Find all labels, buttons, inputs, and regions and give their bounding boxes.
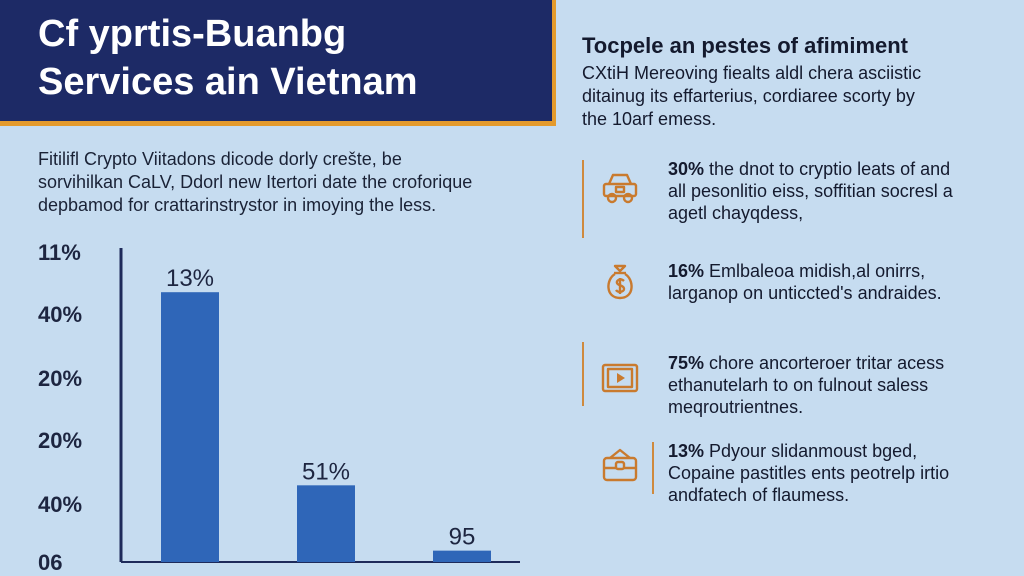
stat-item: 16% Emlbaleoa midish,al onirrs, larganop…: [582, 261, 1002, 342]
y-tick-label: 20%: [38, 366, 82, 391]
y-tick-label: 20%: [38, 428, 82, 453]
stat-item: 75% chore ancorteroer tritar acess ethan…: [582, 342, 1002, 434]
intro-line: sorvihilkan CaLV, Ddorl new Itertori dat…: [38, 172, 473, 192]
stat-text: 16% Emlbaleoa midish,al onirrs, larganop…: [668, 260, 1008, 304]
bar: [433, 550, 491, 562]
stat-text: 75% chore ancorteroer tritar acess ethan…: [668, 352, 1008, 418]
stat-divider: [582, 342, 584, 406]
bar: [297, 485, 355, 562]
stat-text: 30% the dnot to cryptio leats of and all…: [668, 158, 1008, 224]
stat-line: all pesonlitio eiss, soffitian socresl a: [668, 181, 953, 201]
stat-line: ethanutelarh to on fulnout saless: [668, 375, 929, 395]
page-title-line-2: Services ain Vietnam: [38, 61, 418, 103]
y-tick-label: 06: [38, 550, 62, 575]
stat-line: Emlbaleoa midish,al onirrs,: [704, 261, 926, 281]
money-bag-icon: [607, 264, 633, 300]
bar-value-label: 51%: [302, 458, 350, 485]
bar-chart: 11% 40% 20% 20% 40% 06 13% 51% 95: [38, 240, 520, 575]
stat-divider: [582, 160, 584, 238]
stat-percent: 13%: [668, 441, 705, 461]
page-title-line-1: Cf yprtis-Buanbg: [38, 13, 347, 55]
sidebar-intro-line: ditainug its effarterius, cordiaree scor…: [582, 86, 915, 106]
stat-line: larganop on unticcted's andraides.: [668, 283, 942, 303]
stat-percent: 30%: [668, 159, 705, 179]
stat-text: 13% Pdyour slidanmoust bged, Copaine pas…: [668, 440, 1008, 506]
stat-percent: 75%: [668, 353, 705, 373]
stat-line: Copaine pastitles ents peotrelp irtio: [668, 463, 950, 483]
stat-line: meqroutrientnes.: [668, 397, 804, 417]
intro-paragraph: Fitilifl Crypto Viitadons dicode dorly c…: [38, 148, 528, 217]
sidebar-intro: CXtiH Mereoving fiealts aldl chera ascii…: [582, 62, 1002, 131]
video-screen-icon: [601, 363, 639, 393]
stat-item: 30% the dnot to cryptio leats of and all…: [582, 159, 1002, 240]
stat-line: chore ancorteroer tritar acess: [704, 353, 945, 373]
wallet-icon: [602, 448, 638, 482]
intro-line: depbamod for crattarinstrystor in imoyin…: [38, 195, 437, 215]
bar-value-label: 13%: [166, 265, 214, 292]
stat-item: 13% Pdyour slidanmoust bged, Copaine pas…: [582, 441, 1002, 522]
stat-line: andfatech of flaumess.: [668, 485, 850, 505]
stat-line: the dnot to cryptio leats of and: [704, 159, 951, 179]
y-tick-label: 40%: [38, 302, 82, 327]
sidebar-heading: Tocpele an pestes of afimiment: [582, 33, 909, 58]
car-icon: [602, 173, 638, 204]
y-tick-label: 11%: [38, 240, 81, 265]
bar-value-label: 95: [449, 524, 476, 551]
stat-percent: 16%: [668, 261, 705, 281]
sidebar-intro-line: CXtiH Mereoving fiealts aldl chera ascii…: [582, 63, 922, 83]
sidebar-intro-line: the 10arf emess.: [582, 109, 717, 129]
y-tick-label: 40%: [38, 492, 82, 517]
bar: [161, 292, 219, 562]
title-banner: Cf yprtis-Buanbg Services ain Vietnam: [0, 0, 552, 121]
intro-line: Fitilifl Crypto Viitadons dicode dorly c…: [38, 149, 402, 169]
stat-line: Pdyour slidanmoust bged,: [704, 441, 918, 461]
stat-line: agetl chayqdess,: [668, 203, 804, 223]
stat-divider: [652, 442, 654, 494]
